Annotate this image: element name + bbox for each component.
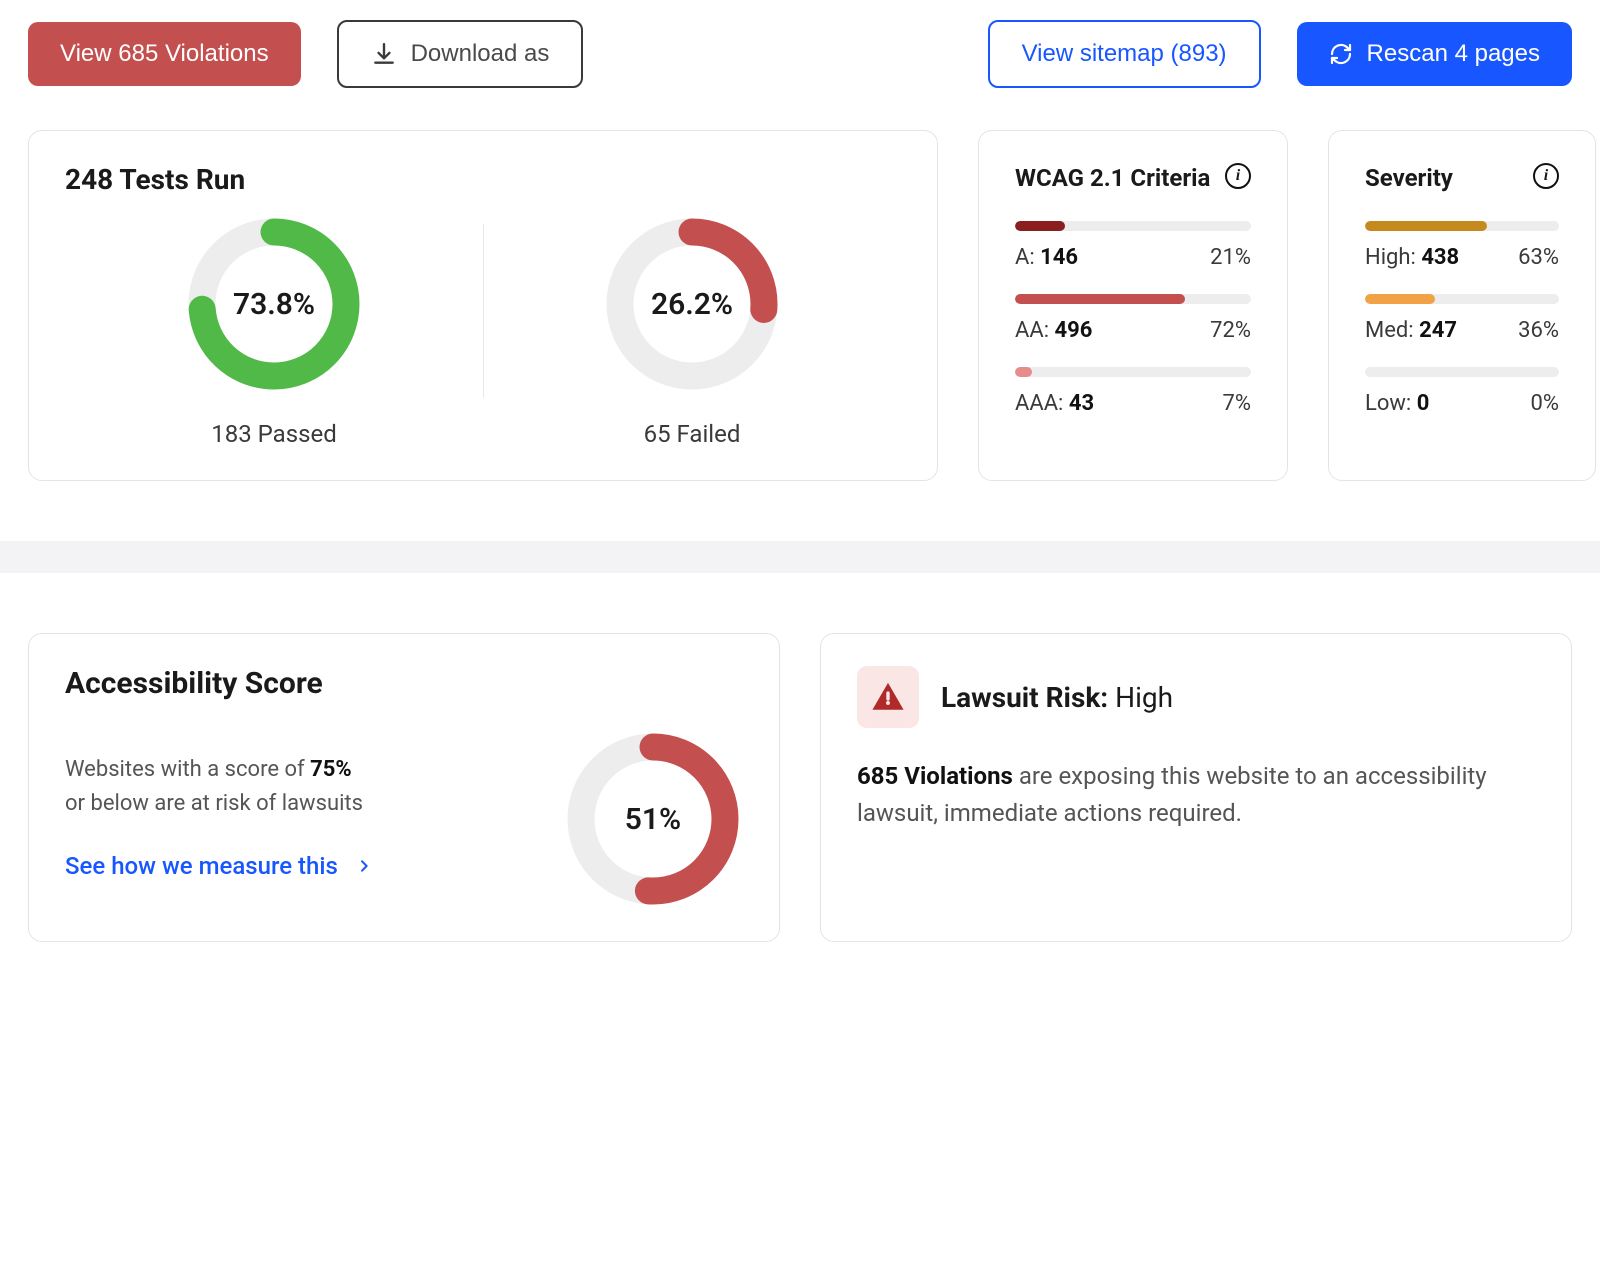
wcag-bar <box>1015 367 1251 377</box>
lawsuit-risk-card: Lawsuit Risk: High 685 Violations are ex… <box>820 633 1572 942</box>
severity-row: Med: 24736% <box>1365 318 1559 343</box>
section-divider <box>0 541 1600 573</box>
action-bar: View 685 Violations Download as View sit… <box>28 20 1572 88</box>
wcag-row: AAA: 437% <box>1015 391 1251 416</box>
severity-row: High: 43863% <box>1365 245 1559 270</box>
risk-title: Lawsuit Risk: High <box>941 681 1173 714</box>
score-link-label: See how we measure this <box>65 848 338 885</box>
failed-gauge: 26.2% 65 Failed <box>483 214 901 448</box>
severity-metric: High: 43863% <box>1365 221 1559 270</box>
wcag-row: AA: 49672% <box>1015 318 1251 343</box>
view-violations-label: View 685 Violations <box>60 40 269 68</box>
tests-run-title: 248 Tests Run <box>65 163 901 196</box>
view-violations-button[interactable]: View 685 Violations <box>28 22 301 86</box>
severity-row: Low: 00% <box>1365 391 1559 416</box>
passed-caption: 183 Passed <box>211 420 337 448</box>
tests-run-card: 248 Tests Run 73.8% 183 Passed <box>28 130 938 481</box>
score-title: Accessibility Score <box>65 666 743 701</box>
wcag-metric: AAA: 437% <box>1015 367 1251 416</box>
wcag-card: WCAG 2.1 Criteria i A: 14621% AA: 49672% A… <box>978 130 1288 481</box>
severity-bar <box>1365 221 1559 231</box>
wcag-bar <box>1015 221 1251 231</box>
wcag-metric: AA: 49672% <box>1015 294 1251 343</box>
download-button[interactable]: Download as <box>337 20 584 88</box>
wcag-row: A: 14621% <box>1015 245 1251 270</box>
severity-title: Severity <box>1365 163 1453 193</box>
severity-card: Severity i High: 43863% Med: 24736% Low: 0… <box>1328 130 1596 481</box>
passed-gauge: 73.8% 183 Passed <box>65 214 483 448</box>
score-measure-link[interactable]: See how we measure this <box>65 848 385 885</box>
info-icon[interactable]: i <box>1533 163 1559 189</box>
wcag-bar <box>1015 294 1251 304</box>
accessibility-score-card: Accessibility Score Websites with a scor… <box>28 633 780 942</box>
score-description: Websites with a score of 75% or below ar… <box>65 753 527 821</box>
severity-bar <box>1365 294 1559 304</box>
failed-caption: 65 Failed <box>644 420 741 448</box>
score-gauge: 51% <box>563 729 743 909</box>
chevron-right-icon <box>356 854 372 878</box>
download-label: Download as <box>411 40 550 68</box>
score-value: 51% <box>563 729 743 909</box>
warning-icon <box>857 666 919 728</box>
info-icon[interactable]: i <box>1225 163 1251 189</box>
risk-body: 685 Violations are exposing this website… <box>857 758 1535 832</box>
rescan-button[interactable]: Rescan 4 pages <box>1297 22 1572 86</box>
wcag-title: WCAG 2.1 Criteria <box>1015 163 1210 193</box>
rescan-label: Rescan 4 pages <box>1367 40 1540 68</box>
wcag-metric: A: 14621% <box>1015 221 1251 270</box>
severity-bar <box>1365 367 1559 377</box>
failed-percent: 26.2% <box>602 214 782 394</box>
view-sitemap-label: View sitemap (893) <box>1022 40 1227 68</box>
refresh-icon <box>1329 42 1353 66</box>
severity-metric: Low: 00% <box>1365 367 1559 416</box>
severity-metric: Med: 24736% <box>1365 294 1559 343</box>
view-sitemap-button[interactable]: View sitemap (893) <box>988 20 1261 88</box>
passed-percent: 73.8% <box>184 214 364 394</box>
download-icon <box>371 41 397 67</box>
